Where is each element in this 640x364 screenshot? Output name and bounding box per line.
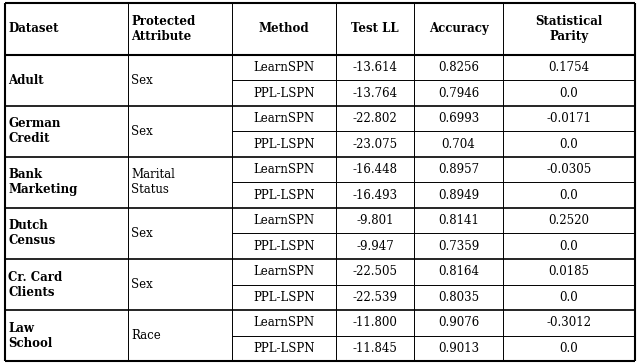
Text: 0.8256: 0.8256 (438, 61, 479, 74)
Text: -0.0171: -0.0171 (547, 112, 591, 125)
Text: Bank
Marketing: Bank Marketing (8, 169, 77, 197)
Text: Accuracy: Accuracy (429, 22, 488, 35)
Text: 0.8035: 0.8035 (438, 291, 479, 304)
Text: Sex: Sex (131, 278, 153, 291)
Text: PPL-LSPN: PPL-LSPN (253, 240, 314, 253)
Text: Law
School: Law School (8, 321, 52, 349)
Text: -16.493: -16.493 (353, 189, 397, 202)
Text: 0.0: 0.0 (559, 240, 578, 253)
Text: -9.947: -9.947 (356, 240, 394, 253)
Text: 0.0185: 0.0185 (548, 265, 589, 278)
Text: -9.801: -9.801 (356, 214, 394, 227)
Text: 0.7359: 0.7359 (438, 240, 479, 253)
Text: -13.614: -13.614 (353, 61, 397, 74)
Text: Test LL: Test LL (351, 22, 399, 35)
Text: 0.9013: 0.9013 (438, 342, 479, 355)
Text: LearnSPN: LearnSPN (253, 61, 314, 74)
Text: 0.7946: 0.7946 (438, 87, 479, 100)
Text: Dataset: Dataset (8, 22, 59, 35)
Text: 0.8141: 0.8141 (438, 214, 479, 227)
Text: 0.8957: 0.8957 (438, 163, 479, 176)
Text: -0.3012: -0.3012 (547, 316, 591, 329)
Text: 0.0: 0.0 (559, 87, 578, 100)
Text: Cr. Card
Clients: Cr. Card Clients (8, 270, 63, 298)
Text: PPL-LSPN: PPL-LSPN (253, 87, 314, 100)
Text: 0.704: 0.704 (442, 138, 476, 151)
Text: -22.802: -22.802 (353, 112, 397, 125)
Text: -13.764: -13.764 (353, 87, 397, 100)
Text: 0.2520: 0.2520 (548, 214, 589, 227)
Text: LearnSPN: LearnSPN (253, 316, 314, 329)
Text: Sex: Sex (131, 74, 153, 87)
Text: PPL-LSPN: PPL-LSPN (253, 189, 314, 202)
Text: 0.0: 0.0 (559, 189, 578, 202)
Text: -11.845: -11.845 (353, 342, 397, 355)
Text: PPL-LSPN: PPL-LSPN (253, 342, 314, 355)
Text: -16.448: -16.448 (353, 163, 397, 176)
Text: Statistical
Parity: Statistical Parity (535, 15, 602, 43)
Text: PPL-LSPN: PPL-LSPN (253, 138, 314, 151)
Text: 0.1754: 0.1754 (548, 61, 589, 74)
Text: Method: Method (259, 22, 309, 35)
Text: Protected
Attribute: Protected Attribute (131, 15, 195, 43)
Text: LearnSPN: LearnSPN (253, 163, 314, 176)
Text: LearnSPN: LearnSPN (253, 214, 314, 227)
Text: Sex: Sex (131, 227, 153, 240)
Text: -22.539: -22.539 (353, 291, 397, 304)
Text: Dutch
Census: Dutch Census (8, 219, 56, 248)
Text: German
Credit: German Credit (8, 118, 61, 145)
Text: -0.0305: -0.0305 (546, 163, 591, 176)
Text: 0.6993: 0.6993 (438, 112, 479, 125)
Text: 0.8164: 0.8164 (438, 265, 479, 278)
Text: -11.800: -11.800 (353, 316, 397, 329)
Text: 0.0: 0.0 (559, 291, 578, 304)
Text: PPL-LSPN: PPL-LSPN (253, 291, 314, 304)
Text: 0.0: 0.0 (559, 342, 578, 355)
Text: LearnSPN: LearnSPN (253, 265, 314, 278)
Text: -22.505: -22.505 (353, 265, 397, 278)
Text: 0.9076: 0.9076 (438, 316, 479, 329)
Text: Sex: Sex (131, 125, 153, 138)
Text: Adult: Adult (8, 74, 44, 87)
Text: Marital
Status: Marital Status (131, 169, 175, 197)
Text: 0.8949: 0.8949 (438, 189, 479, 202)
Text: 0.0: 0.0 (559, 138, 578, 151)
Text: LearnSPN: LearnSPN (253, 112, 314, 125)
Text: -23.075: -23.075 (353, 138, 397, 151)
Text: Race: Race (131, 329, 161, 342)
